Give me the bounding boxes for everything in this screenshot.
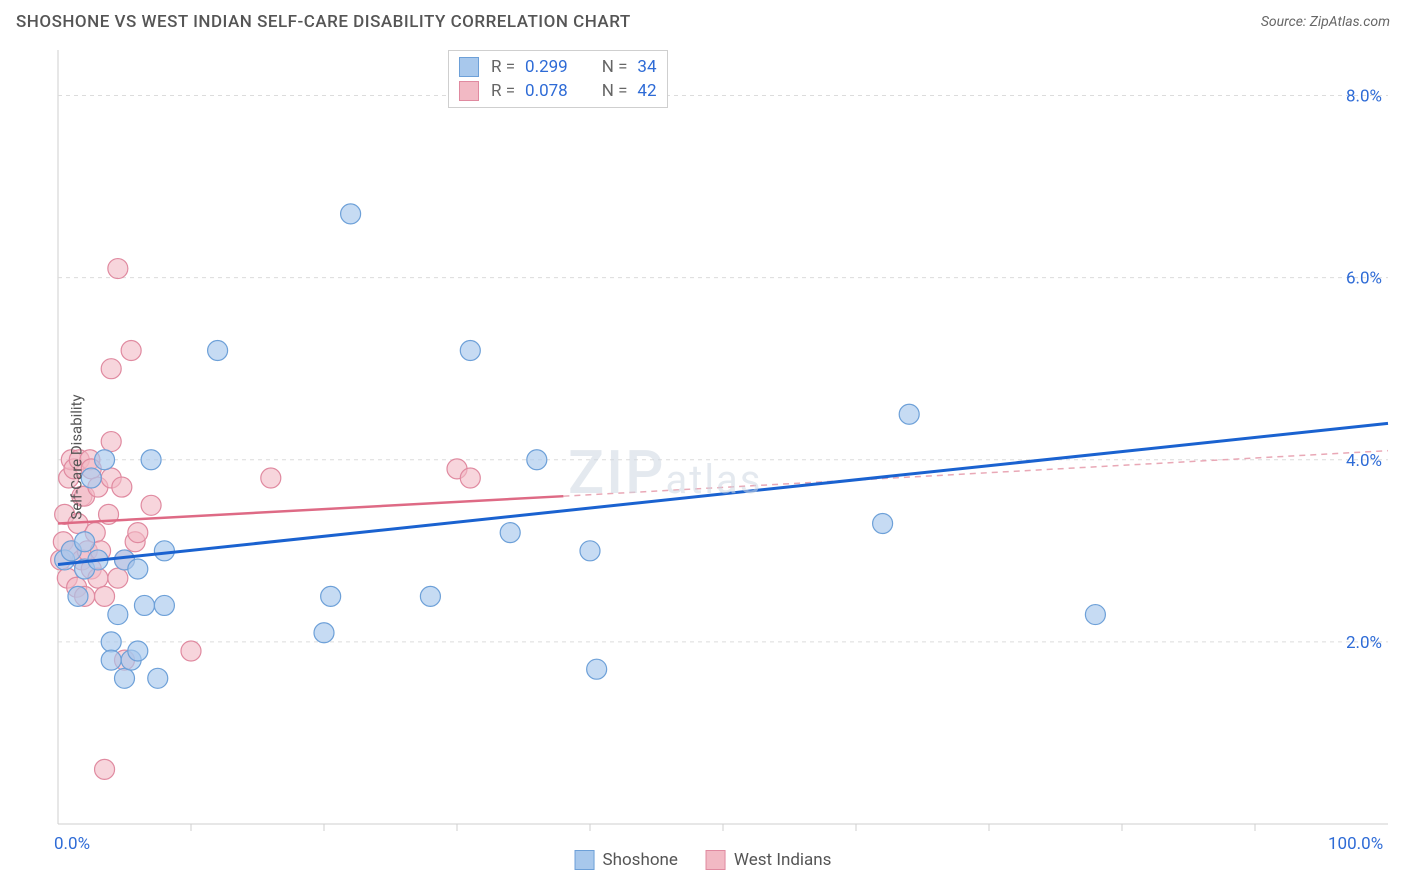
data-point [101,359,121,379]
legend-swatch [459,81,479,101]
legend-item: West Indians [706,850,832,870]
stats-row: R = 0.299 N = 34 [459,55,657,79]
data-point [115,668,135,688]
y-tick-label: 2.0% [1346,633,1382,653]
legend-swatch [706,850,726,870]
r-label: R = [491,81,515,101]
data-point [95,450,115,470]
data-point [148,668,168,688]
data-point [128,523,148,543]
r-value: 0.299 [525,57,568,77]
chart-area: Self-Care Disability 2.0%4.0%6.0%8.0% ZI… [8,42,1398,872]
data-point [121,340,141,360]
n-label: N = [602,57,628,77]
legend-swatch [459,57,479,77]
r-value: 0.078 [525,81,568,101]
data-point [128,641,148,661]
data-point [108,605,128,625]
y-tick-label: 8.0% [1346,87,1382,107]
data-point [587,659,607,679]
data-point [261,468,281,488]
legend-item: Shoshone [575,850,678,870]
data-point [112,477,132,497]
data-point [321,586,341,606]
x-axis-max-label: 100.0% [1328,834,1383,854]
data-point [580,541,600,561]
data-point [108,568,128,588]
data-point [420,586,440,606]
y-tick-label: 4.0% [1346,451,1382,471]
data-point [181,641,201,661]
data-point [108,259,128,279]
chart-header: SHOSHONE VS WEST INDIAN SELF-CARE DISABI… [8,8,1398,42]
y-tick-label: 6.0% [1346,269,1382,289]
data-point [500,523,520,543]
legend-swatch [575,850,595,870]
data-point [134,595,154,615]
y-axis-label: Self-Care Disability [68,394,86,519]
data-point [460,468,480,488]
data-point [75,532,95,552]
n-value: 42 [637,81,656,101]
n-value: 34 [637,57,656,77]
data-point [341,204,361,224]
data-point [154,595,174,615]
series-legend: Shoshone West Indians [575,850,832,870]
x-axis-min-label: 0.0% [54,834,90,854]
data-point [101,632,121,652]
data-point [95,586,115,606]
data-point [101,650,121,670]
data-point [527,450,547,470]
data-point [101,432,121,452]
data-point [68,586,88,606]
r-label: R = [491,57,515,77]
stats-row: R = 0.078 N = 42 [459,79,657,103]
data-point [314,623,334,643]
scatter-plot-svg: 2.0% 4.0% 6.0% 8.0% [8,42,1398,852]
n-label: N = [602,81,628,101]
data-point [95,759,115,779]
data-point [1085,605,1105,625]
data-point [128,559,148,579]
source-attribution: Source: ZipAtlas.com [1261,14,1390,30]
trend-line-west-indians-dash [563,451,1388,497]
data-point [460,340,480,360]
legend-label: West Indians [734,850,832,870]
correlation-stats-box: R = 0.299 N = 34 R = 0.078 N = 42 [448,50,668,108]
data-point [899,404,919,424]
data-point [141,450,161,470]
data-point [141,495,161,515]
legend-label: Shoshone [603,850,678,870]
data-point [208,340,228,360]
trend-line-shoshone [58,423,1388,564]
data-point [154,541,174,561]
chart-title: SHOSHONE VS WEST INDIAN SELF-CARE DISABI… [16,12,631,32]
data-point [873,514,893,534]
